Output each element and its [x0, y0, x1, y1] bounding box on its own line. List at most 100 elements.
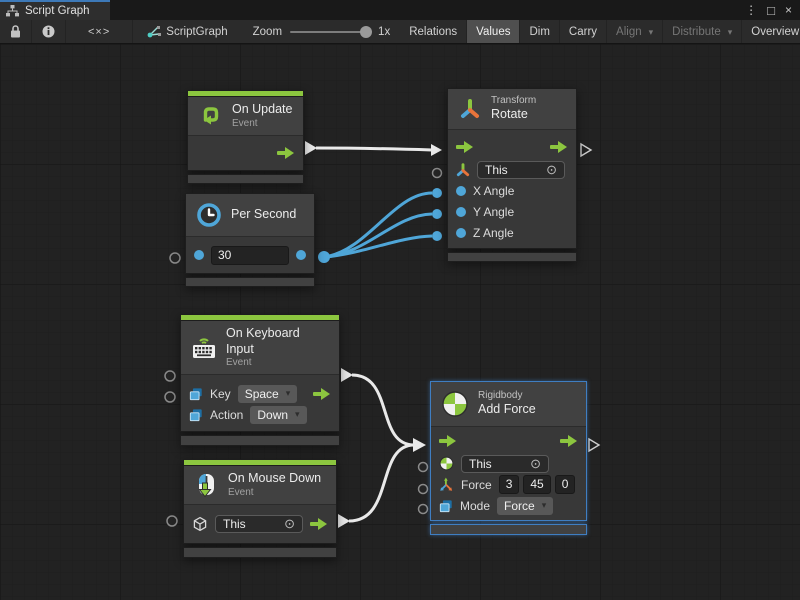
- node-subtitle: Event: [232, 117, 258, 129]
- tab-title: Script Graph: [25, 5, 90, 17]
- zoom-slider[interactable]: [290, 25, 373, 38]
- flow-output-port-rotate[interactable]: [580, 142, 593, 158]
- enum-icon: [189, 409, 202, 421]
- enum-icon: [439, 499, 452, 512]
- this-object-field[interactable]: This ⊙: [461, 454, 549, 473]
- node-subtitle: Event: [228, 486, 254, 498]
- wire-on-update-to-rotate: [315, 146, 433, 152]
- flow-output-port-on-update[interactable]: [305, 141, 317, 155]
- zoom-value: 1x: [378, 25, 391, 38]
- value-input-port-add-force-this[interactable]: [417, 461, 429, 473]
- mode-dropdown[interactable]: Force ▾: [497, 496, 554, 515]
- flow-arrow-in[interactable]: [439, 435, 457, 447]
- flow-input-arrow-rotate[interactable]: [431, 144, 442, 156]
- value-input-port-action[interactable]: [164, 391, 176, 403]
- object-picker-icon[interactable]: ⊙: [284, 515, 295, 531]
- value-port-dot[interactable]: [456, 228, 466, 239]
- node-mouse-down[interactable]: On Mouse Down Event This ⊙: [183, 459, 337, 558]
- node-on-update[interactable]: On Update Event: [187, 90, 304, 184]
- flow-input-arrow-add-force[interactable]: [413, 438, 426, 452]
- object-picker-icon[interactable]: ⊙: [530, 455, 541, 471]
- value-port-dot[interactable]: [456, 207, 466, 218]
- chevron-down-icon: ▾: [285, 388, 291, 399]
- value-input-port-key[interactable]: [164, 370, 176, 382]
- transform-icon: [461, 98, 479, 118]
- flow-arrow-in[interactable]: [456, 140, 474, 153]
- port-label: Action: [210, 407, 244, 422]
- flow-output-port-add-force[interactable]: [588, 437, 601, 453]
- transform-icon: [456, 163, 470, 177]
- node-per-second[interactable]: Per Second 30: [185, 193, 315, 287]
- zoom-control: Zoom 1x: [237, 20, 401, 43]
- node-rotate[interactable]: Transform Rotate This: [447, 88, 577, 262]
- toolbar-button-values[interactable]: Values: [467, 20, 521, 43]
- toolbar-button-align: Align ▾: [607, 20, 664, 43]
- flow-arrow-out[interactable]: [310, 517, 328, 530]
- value-input-port-x-angle[interactable]: [432, 188, 442, 198]
- toolbar-button-dim[interactable]: Dim: [520, 20, 560, 43]
- force-x-input[interactable]: 3: [498, 475, 520, 494]
- maximize-icon[interactable]: □: [767, 2, 775, 18]
- port-label: X Angle: [473, 184, 515, 199]
- node-footer: [180, 435, 340, 447]
- toolbar-button-carry[interactable]: Carry: [560, 20, 608, 43]
- code-icon: <×>: [88, 25, 111, 38]
- lock-icon: [11, 25, 20, 38]
- window-menu-icon[interactable]: ⋮: [745, 3, 758, 17]
- seconds-input[interactable]: 30: [211, 245, 289, 265]
- flow-arrow-out[interactable]: [313, 387, 331, 400]
- flow-output-port-keyboard[interactable]: [341, 368, 353, 382]
- this-object-field[interactable]: This ⊙: [477, 161, 565, 180]
- value-input-port-z-angle[interactable]: [432, 231, 442, 241]
- node-title: On Update: [232, 102, 293, 116]
- wire-per-second-to-y-angle: [324, 212, 433, 259]
- value-output-port-per-second[interactable]: [318, 251, 330, 263]
- value-port-dot[interactable]: [456, 186, 466, 197]
- gameobject-cube-icon: [193, 516, 207, 531]
- node-footer: [447, 251, 577, 262]
- inspect-button[interactable]: [32, 20, 66, 43]
- toolbar-button-relations[interactable]: Relations: [400, 20, 468, 43]
- value-input-port-mode[interactable]: [417, 503, 429, 515]
- value-port-dot[interactable]: [194, 250, 204, 260]
- flow-output-port-mouse[interactable]: [338, 514, 350, 528]
- object-picker-icon[interactable]: ⊙: [546, 162, 557, 178]
- key-dropdown[interactable]: Space ▾: [237, 384, 298, 403]
- lock-button[interactable]: [0, 20, 32, 43]
- value-input-port-mouse-this[interactable]: [166, 515, 178, 527]
- window-tab-bar: Script Graph ⋮ □ ×: [0, 0, 800, 20]
- node-keyboard-input[interactable]: On Keyboard Input Event Key Space ▾: [180, 314, 340, 447]
- toolbar-button-distribute: Distribute ▾: [663, 20, 743, 43]
- node-title: On Keyboard Input: [226, 326, 300, 356]
- value-port-dot[interactable]: [296, 250, 306, 260]
- force-z-input[interactable]: 0: [554, 475, 576, 494]
- close-icon[interactable]: ×: [784, 3, 792, 17]
- wire-keyboard-to-add-force: [351, 373, 415, 447]
- clock-icon: [197, 203, 221, 227]
- node-footer: [185, 277, 315, 287]
- event-color-bar: [187, 90, 304, 96]
- wires-layer: [164, 141, 601, 528]
- value-input-port-force[interactable]: [417, 483, 429, 495]
- node-group: Rigidbody: [478, 390, 523, 402]
- enum-icon: [189, 388, 202, 400]
- code-preview-button[interactable]: <×>: [66, 20, 134, 43]
- value-input-port-y-angle[interactable]: [432, 209, 442, 219]
- flow-arrow-out[interactable]: [560, 435, 578, 447]
- port-label: Z Angle: [473, 226, 514, 241]
- toolbar-button-overview[interactable]: Overview: [742, 20, 800, 43]
- value-input-port-per-second[interactable]: [169, 252, 181, 264]
- node-add-force[interactable]: Rigidbody Add Force T: [430, 381, 587, 535]
- this-object-field[interactable]: This ⊙: [215, 514, 303, 533]
- graph-canvas[interactable]: On Update Event Tr: [0, 44, 800, 600]
- zoom-slider-knob[interactable]: [360, 25, 373, 38]
- value-input-port-rotate-this[interactable]: [431, 167, 443, 179]
- action-dropdown[interactable]: Down ▾: [250, 405, 307, 424]
- loop-icon: [203, 107, 219, 125]
- node-title: Per Second: [231, 207, 297, 222]
- graph-breadcrumb[interactable]: ScriptGraph: [133, 20, 236, 43]
- flow-arrow-out[interactable]: [550, 140, 568, 153]
- force-y-input[interactable]: 45: [523, 475, 551, 494]
- flow-arrow-out[interactable]: [277, 146, 295, 159]
- tab-script-graph[interactable]: Script Graph: [0, 0, 110, 20]
